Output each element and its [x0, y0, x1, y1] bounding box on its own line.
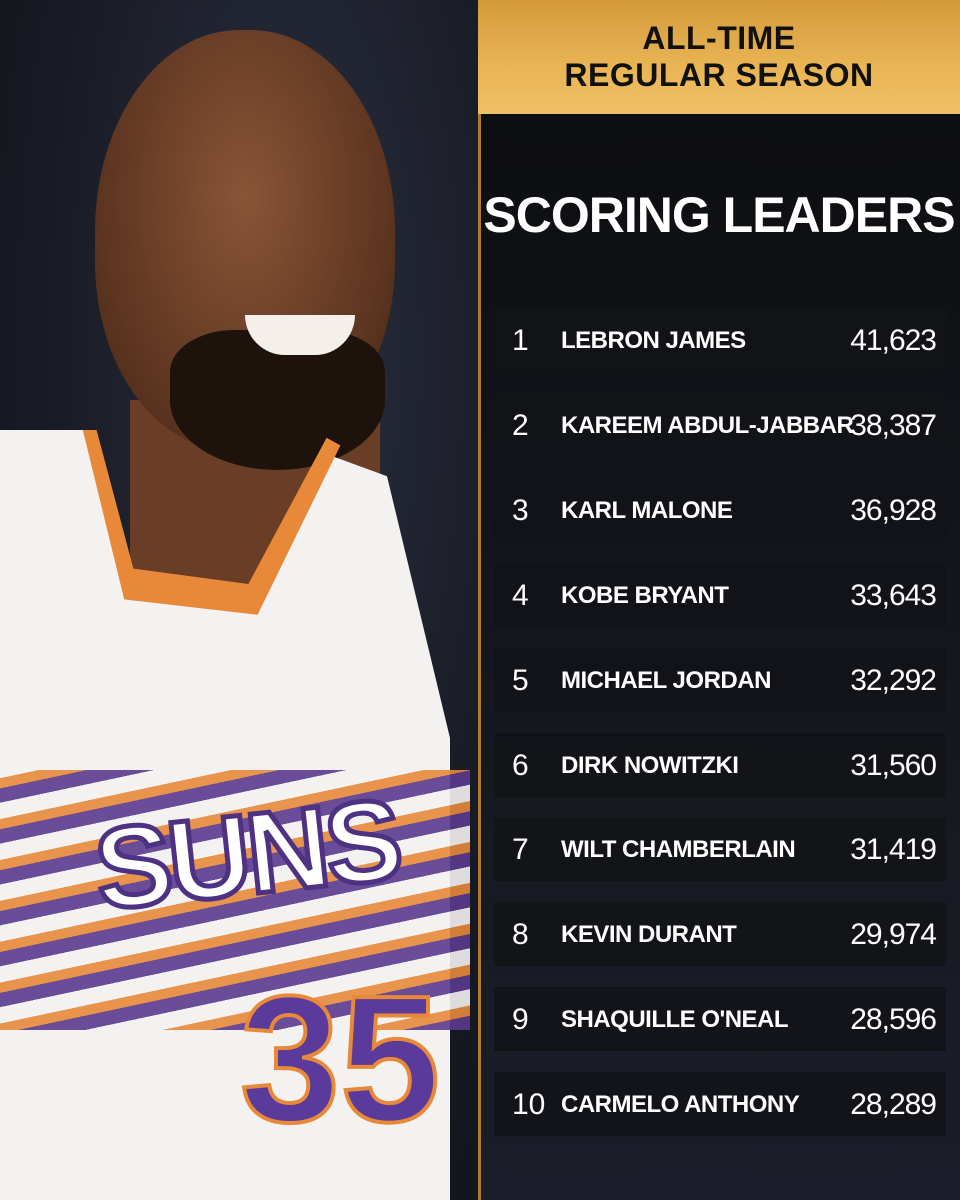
leader-rank: 10 [512, 1088, 546, 1122]
player-smile [245, 315, 355, 355]
leader-rank: 5 [512, 663, 529, 697]
leader-name: LEBRON JAMES [561, 327, 746, 354]
leader-name: SHAQUILLE O'NEAL [561, 1006, 789, 1034]
leader-rank: 4 [512, 578, 529, 612]
leader-row: 5 MICHAEL JORDAN 32,292 [494, 647, 946, 712]
leader-name: DIRK NOWITZKI [561, 751, 739, 779]
leader-points: 36,928 [850, 493, 937, 527]
leader-row: 10 CARMELO ANTHONY 28,289 [494, 1072, 946, 1137]
leader-row: 8 KEVIN DURANT 29,974 [494, 902, 946, 967]
leader-points: 31,419 [850, 833, 937, 867]
banner-line-2: REGULAR SEASON [564, 57, 874, 93]
leader-rank: 2 [512, 408, 529, 442]
leader-rank: 7 [512, 833, 529, 867]
leader-name: CARMELO ANTHONY [561, 1091, 800, 1119]
leader-row: 7 WILT CHAMBERLAIN 31,419 [494, 817, 946, 882]
leader-rank: 8 [512, 918, 529, 952]
leader-name: KAREEM ABDUL-JABBAR [561, 411, 854, 439]
leader-row: 6 DIRK NOWITZKI 31,560 [494, 732, 946, 797]
leader-points: 41,623 [850, 324, 937, 357]
leader-row: 2 KAREEM ABDUL-JABBAR 38,387 [494, 392, 946, 457]
leader-name: KARL MALONE [561, 496, 733, 524]
leader-points: 32,292 [850, 663, 937, 697]
leader-points: 31,560 [850, 748, 937, 782]
leader-points: 28,289 [850, 1088, 937, 1122]
leader-points: 33,643 [850, 578, 937, 612]
leader-points: 38,387 [850, 408, 937, 442]
leader-rank: 1 [512, 324, 529, 357]
leader-row: 9 SHAQUILLE O'NEAL 28,596 [494, 987, 946, 1052]
banner-line-1: ALL-TIME [642, 20, 796, 56]
leader-points: 29,974 [850, 918, 937, 952]
leader-name: KOBE BRYANT [561, 581, 729, 609]
leader-rank: 3 [512, 493, 529, 527]
header-banner: ALL-TIME REGULAR SEASON [478, 0, 960, 114]
leader-name: KEVIN DURANT [561, 921, 737, 949]
leader-name: MICHAEL JORDAN [561, 666, 771, 694]
leader-rank: 6 [512, 748, 529, 782]
leader-rank: 9 [512, 1003, 529, 1037]
leader-row: 4 KOBE BRYANT 33,643 [494, 562, 946, 627]
jersey-stripes [0, 770, 470, 1030]
jersey-number: 35 [238, 958, 442, 1162]
leader-row: 1 LEBRON JAMES 41,623 [494, 308, 946, 372]
player-photo: SUNS 35 [0, 0, 478, 1200]
page-title: SCORING LEADERS [483, 187, 955, 243]
leader-row: 3 KARL MALONE 36,928 [494, 477, 946, 542]
leader-points: 28,596 [850, 1003, 937, 1037]
leader-name: WILT CHAMBERLAIN [561, 836, 796, 864]
